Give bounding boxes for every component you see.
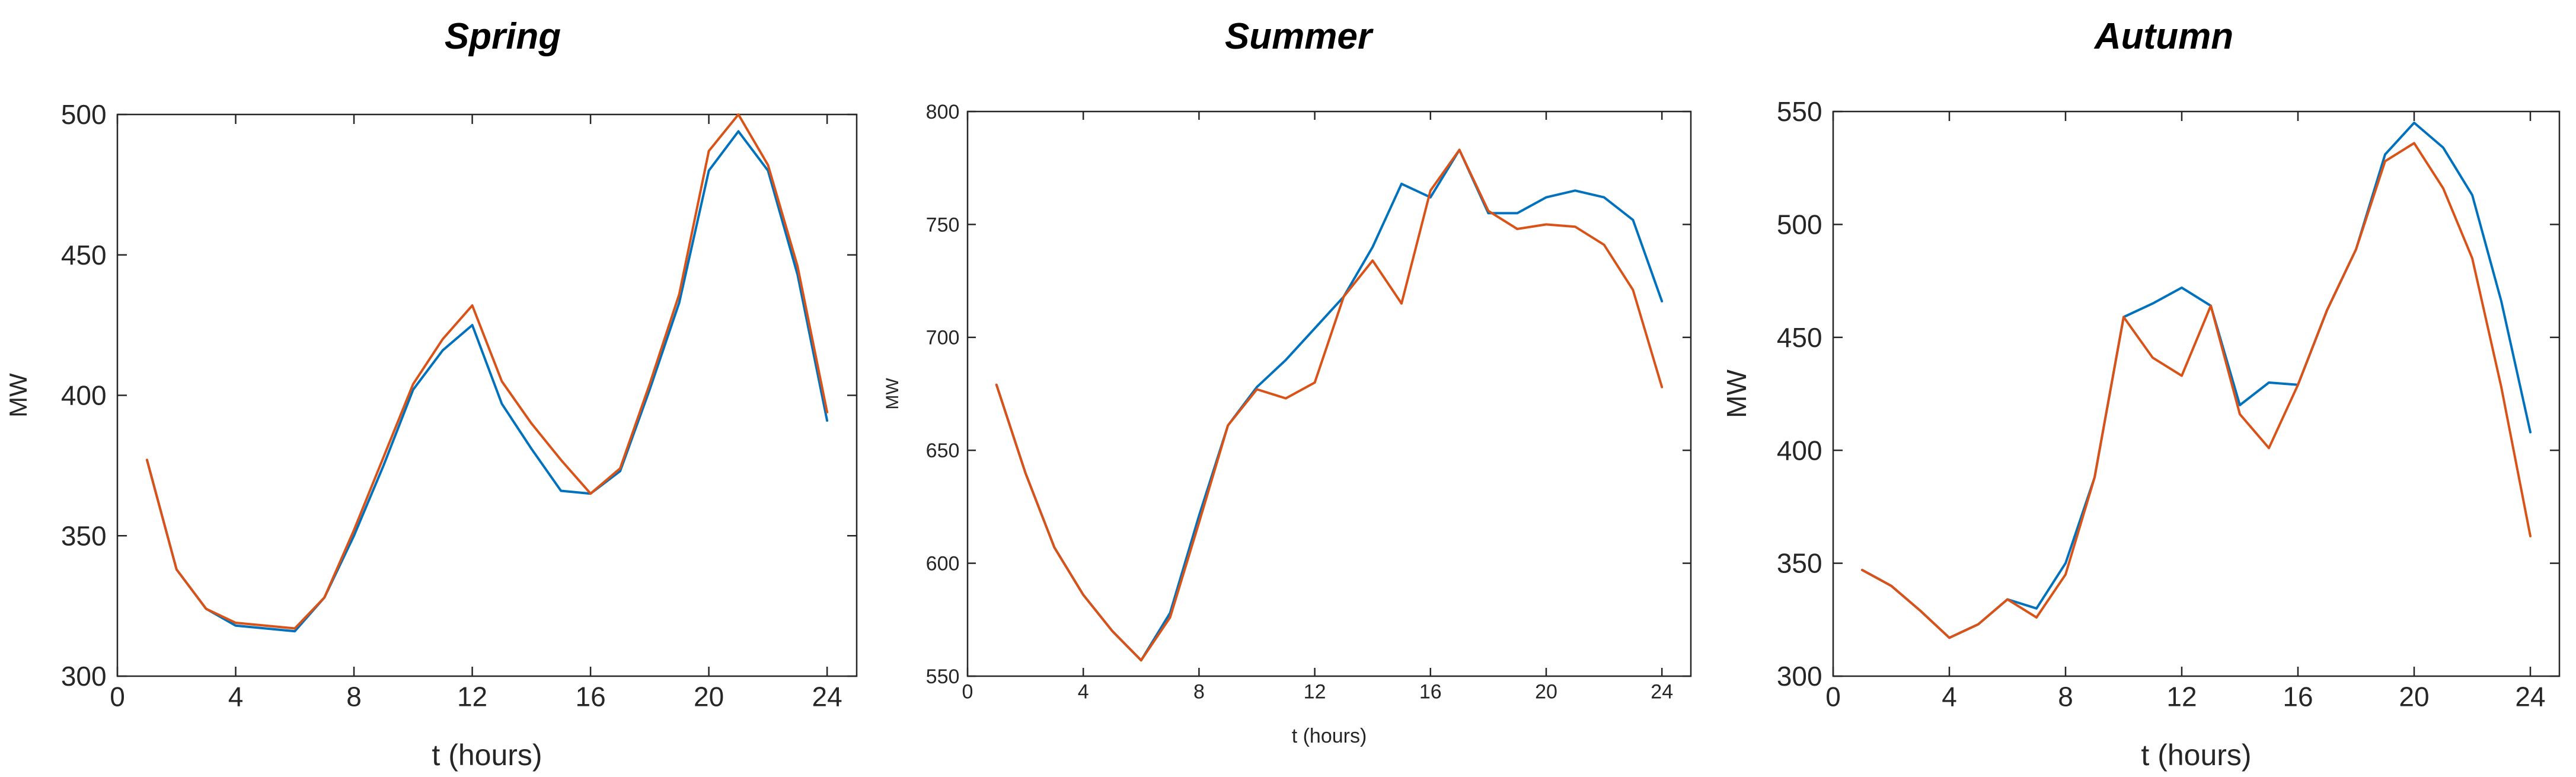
x-tick-label: 0 <box>962 680 973 703</box>
x-tick-label: 16 <box>2283 682 2313 712</box>
series-line-1 <box>1861 122 2532 639</box>
x-tick-label: 24 <box>812 682 842 712</box>
x-tick-label: 12 <box>457 682 487 712</box>
x-tick-label: 16 <box>575 682 605 712</box>
x-tick-label: 12 <box>2166 682 2197 712</box>
chart-title: Summer <box>1225 16 1374 57</box>
x-tick-label: 4 <box>228 682 244 712</box>
x-tick-label: 4 <box>1078 680 1089 703</box>
chart-panel-autumn: Autumn 0 4 8 12 16 20 24 300 350 400 450 500 550 t (ho… <box>1721 16 2561 772</box>
plot-frame <box>966 110 1692 677</box>
x-tick-label: 8 <box>2058 682 2073 712</box>
plot-frame <box>1832 110 2561 677</box>
x-tick-label: 0 <box>1825 682 1841 712</box>
series-line-1 <box>145 130 829 633</box>
y-tick-label: 600 <box>926 553 960 575</box>
x-tick-label: 20 <box>2399 682 2429 712</box>
plot-frame <box>116 113 858 677</box>
chart-panel-spring: Spring 0 4 8 12 16 20 24 300 350 400 450 500 t (hours… <box>4 16 858 772</box>
x-tick-label: 24 <box>2515 682 2545 712</box>
y-tick-label: 300 <box>1777 661 1822 692</box>
chart-title: Autumn <box>2093 16 2233 57</box>
x-axis-label: t (hours) <box>432 738 542 772</box>
y-tick-label: 450 <box>1777 322 1822 353</box>
y-axis-label: MW <box>4 373 32 418</box>
y-tick-label: 700 <box>926 327 960 349</box>
y-tick-label: 400 <box>1777 435 1822 466</box>
x-tick-label: 0 <box>110 682 125 712</box>
y-tick-label: 500 <box>1777 209 1822 240</box>
y-tick-label: 500 <box>61 99 107 130</box>
x-tick-label: 12 <box>1304 680 1326 703</box>
x-tick-label: 8 <box>346 682 362 712</box>
y-tick-label: 350 <box>1777 548 1822 579</box>
y-tick-label: 450 <box>61 240 107 270</box>
y-tick-label: 550 <box>926 665 960 688</box>
x-tick-label: 24 <box>1651 680 1673 703</box>
y-tick-label: 650 <box>926 440 960 462</box>
y-tick-label: 800 <box>926 101 960 123</box>
y-axis-label: MW <box>1721 370 1752 418</box>
y-axis-label: MW <box>883 378 902 410</box>
x-tick-label: 20 <box>1535 680 1557 703</box>
y-tick-label: 750 <box>926 214 960 236</box>
series-line-2 <box>995 148 1664 662</box>
x-tick-label: 20 <box>694 682 724 712</box>
x-tick-label: 8 <box>1193 680 1205 703</box>
y-tick-label: 550 <box>1777 96 1822 127</box>
x-axis-label: t (hours) <box>1292 725 1367 747</box>
y-tick-label: 400 <box>61 380 107 411</box>
x-axis-label: t (hours) <box>2141 738 2251 772</box>
y-tick-label: 300 <box>61 661 107 692</box>
series-line-2 <box>145 113 829 630</box>
y-tick-label: 350 <box>61 520 107 551</box>
series-line-2 <box>1861 142 2532 639</box>
x-tick-label: 16 <box>1419 680 1442 703</box>
chart-panel-summer: Summer 0 4 8 12 16 20 24 550 600 650 700 750 800 t (ho… <box>883 16 1692 747</box>
chart-title: Spring <box>445 16 561 57</box>
x-tick-label: 4 <box>1942 682 1957 712</box>
